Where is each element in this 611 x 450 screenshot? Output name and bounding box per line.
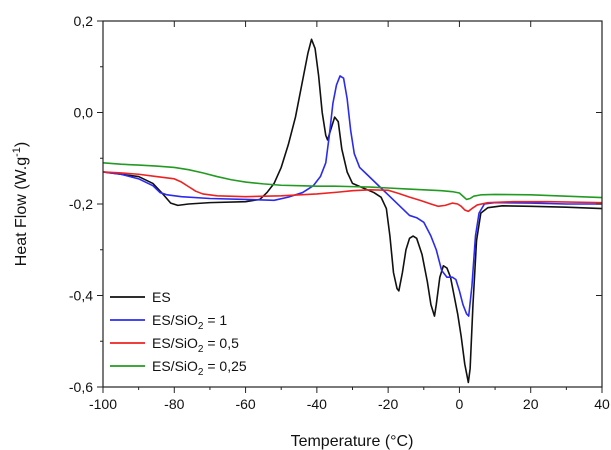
legend: ES ES/SiO2 = 1 ES/SiO2 = 0,5 ES/SiO2 = 0,25 [110,289,247,378]
x-tick-label: -80 [164,396,184,412]
x-tick-label: -20 [378,396,398,412]
y-tick-label: -0,4 [69,288,93,304]
y-tick-label: -0,2 [69,196,93,212]
y-tick-label: -0,6 [69,379,93,395]
x-tick-label: -40 [307,396,327,412]
y-tick-label: 0,2 [74,13,94,29]
x-tick-label: 40 [594,396,610,412]
tick-labels-layer: -100 -80 -60 -40 -20 0 20 40 0,2 0,0 -0,2 -0,4 -0,6 [69,13,610,412]
series-line-3 [103,171,602,213]
legend-label-4: ES/SiO2 = 0,25 [152,358,247,378]
ticks-layer [97,20,603,393]
legend-label-1: ES [152,289,171,305]
series-line-4 [103,162,602,201]
x-tick-label: 0 [456,396,464,412]
legend-label-3: ES/SiO2 = 0,5 [152,335,239,355]
x-tick-label: 20 [523,396,539,412]
x-tick-label: -100 [89,396,117,412]
plot-frame [102,20,603,388]
y-axis-title: Heat Flow (W.g-1) [11,142,30,266]
series-layer [103,38,602,384]
series-line-2 [103,75,602,317]
series-line-1 [103,38,602,384]
x-tick-label: -60 [235,396,255,412]
legend-label-2: ES/SiO2 = 1 [152,312,227,332]
y-tick-label: 0,0 [74,105,94,121]
x-axis-title: Temperature (°C) [291,433,414,450]
